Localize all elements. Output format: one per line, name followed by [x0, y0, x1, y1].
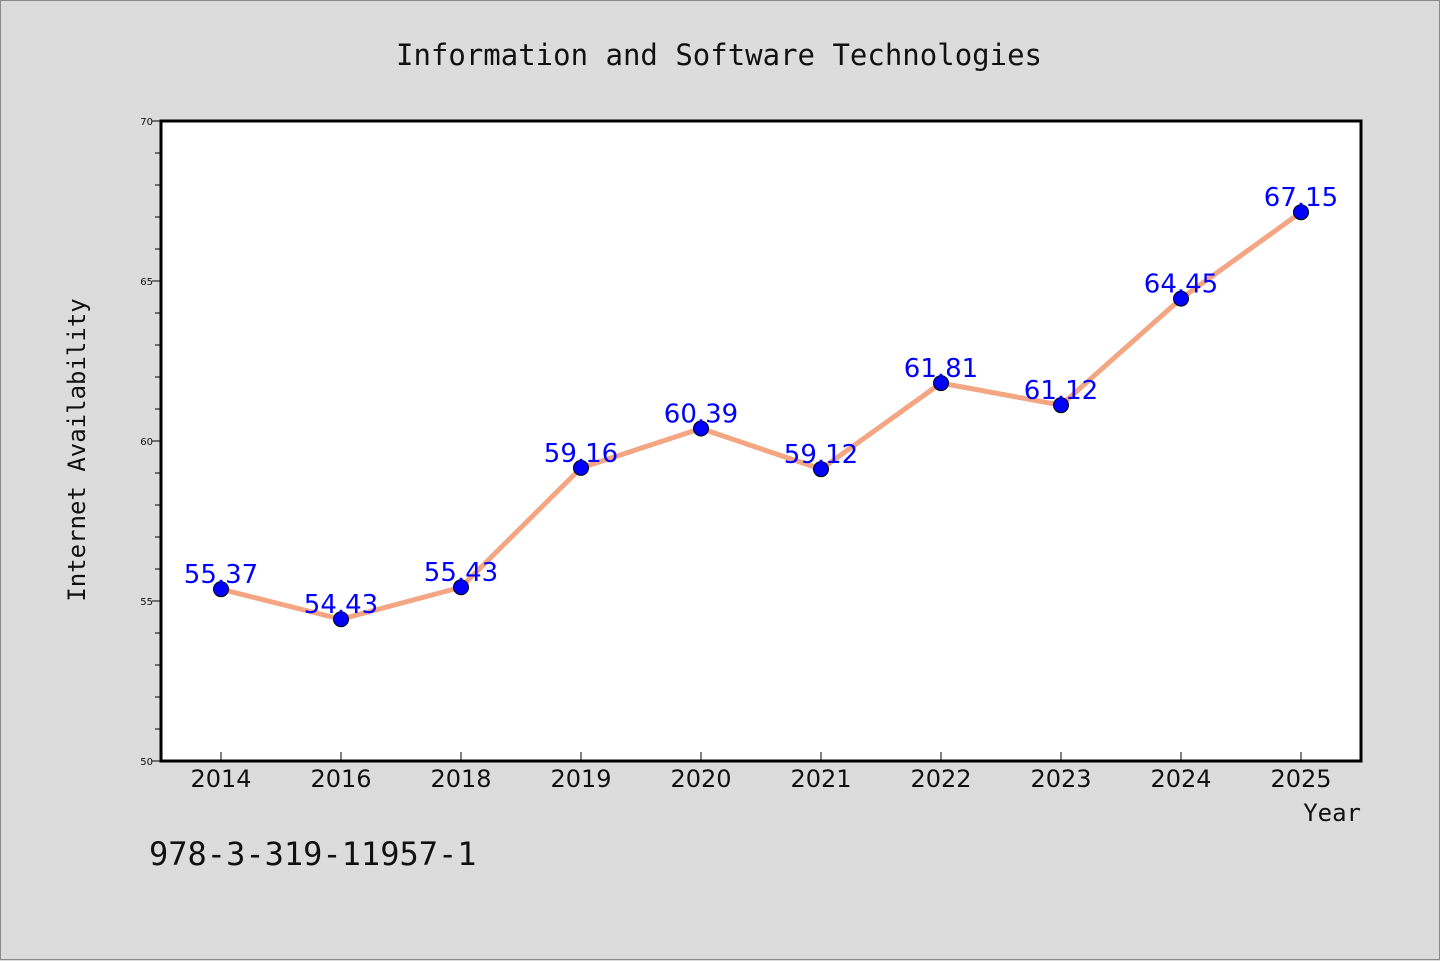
data-labels: 55.37 54.43 55.43 59.16 60.39 59.12 61.81 61.12… [184, 183, 1338, 620]
data-label-2014: 55.37 [184, 560, 258, 590]
isbn-footer: 978-3-319-11957-1 [149, 835, 477, 873]
data-point-2023 [1053, 397, 1069, 414]
y-tick-label: 65 [140, 277, 153, 288]
data-label-2025: 67.15 [1264, 183, 1338, 213]
data-label-2018: 55.43 [424, 558, 498, 588]
series-line [218, 209, 1304, 622]
x-tick-label: 2021 [790, 765, 851, 793]
x-tick-label: 2014 [190, 765, 251, 793]
y-tick-label: 70 [140, 117, 153, 128]
y-tick-label: 60 [140, 437, 153, 448]
plot-area [159, 119, 1363, 763]
data-point-2014 [213, 581, 229, 598]
x-axis-label: Year [1303, 799, 1361, 827]
data-point-2019 [573, 459, 589, 476]
x-tick-label: 2018 [430, 765, 491, 793]
x-tick-label: 2022 [910, 765, 971, 793]
x-tick-label: 2020 [670, 765, 731, 793]
x-tick-label: 2025 [1270, 765, 1331, 793]
y-axis-label: Internet Availability [63, 298, 91, 601]
data-label-2022: 61.81 [904, 354, 978, 384]
data-label-2023: 61.12 [1024, 376, 1098, 406]
data-point-2024 [1173, 290, 1189, 307]
data-point-2016 [333, 611, 349, 628]
x-axis-ticks: 2014 2016 2018 2019 2020 2021 2022 2023 2024 2025 [190, 752, 1332, 793]
data-label-2024: 64.45 [1144, 270, 1218, 300]
y-axis-ticks: 50 55 60 65 70 [140, 117, 161, 768]
data-point-2025 [1293, 204, 1309, 221]
y-tick-label: 55 [140, 597, 153, 608]
x-tick-label: 2024 [1150, 765, 1211, 793]
data-point-2018 [453, 579, 469, 596]
data-markers [213, 204, 1309, 628]
data-label-2016: 54.43 [304, 590, 378, 620]
x-tick-label: 2019 [550, 765, 611, 793]
data-point-2021 [813, 461, 829, 478]
data-label-2019: 59.16 [544, 439, 618, 469]
chart-title: Information and Software Technologies [396, 38, 1042, 72]
data-point-2020 [693, 420, 709, 437]
y-tick-label: 50 [140, 757, 153, 768]
data-point-2022 [933, 375, 949, 392]
data-label-2021: 59.12 [784, 440, 858, 470]
x-tick-label: 2016 [310, 765, 371, 793]
data-label-2020: 60.39 [664, 400, 738, 430]
x-tick-label: 2023 [1030, 765, 1091, 793]
